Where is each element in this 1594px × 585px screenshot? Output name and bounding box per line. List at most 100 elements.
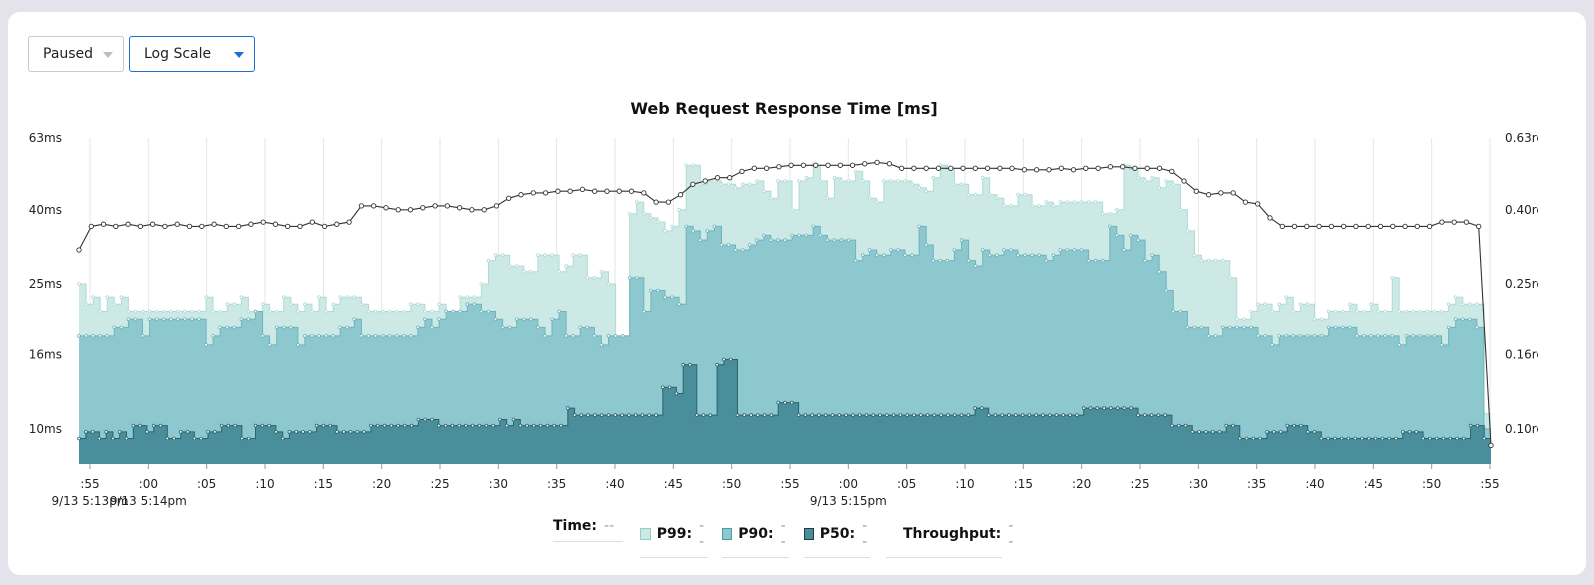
p99-point: [401, 309, 406, 314]
p99-point: [881, 179, 886, 183]
p50-point: [1102, 406, 1106, 410]
p90-point: [917, 224, 921, 229]
p99-point: [536, 253, 540, 258]
p90-point: [1340, 325, 1345, 330]
throughput-point: [174, 221, 180, 227]
p50-point: [769, 413, 774, 417]
p50-point: [1367, 436, 1371, 441]
p99-point: [606, 282, 611, 286]
p99-point: [889, 179, 893, 183]
throughput-point: [641, 190, 647, 196]
status-select[interactable]: Paused: [28, 36, 124, 72]
p50-point: [131, 423, 136, 428]
p50-point: [1468, 423, 1473, 428]
p50-point: [918, 413, 923, 417]
p50-point: [1122, 406, 1127, 410]
p50-point: [389, 423, 394, 428]
scale-select[interactable]: Log Scale: [129, 36, 255, 72]
p90-point: [1065, 248, 1070, 252]
p50-point: [1305, 430, 1310, 434]
p99-point: [1242, 317, 1246, 322]
p99-point: [331, 302, 336, 307]
p50-point: [274, 430, 278, 434]
x-tick-label: :55: [80, 477, 99, 491]
p99-point: [987, 192, 992, 197]
p50-point: [260, 423, 265, 428]
p90-point: [634, 275, 639, 280]
p99-point: [1192, 253, 1197, 258]
x-sub-label: 9/13 5:14pm: [110, 494, 187, 508]
throughput-point: [813, 162, 819, 168]
p90-point: [761, 233, 766, 238]
p90-point: [1446, 325, 1451, 330]
throughput-point: [849, 162, 856, 168]
p99-point: [1157, 185, 1161, 190]
p50-point: [993, 413, 998, 417]
p50-point: [525, 423, 529, 428]
p50-point: [606, 413, 611, 417]
p99-point: [317, 295, 321, 300]
p90-point: [1072, 248, 1077, 252]
p90-point: [126, 317, 131, 322]
p99-point: [225, 302, 230, 307]
p99-point: [761, 189, 766, 194]
p90-point: [154, 317, 159, 322]
p99-point: [232, 302, 237, 307]
p50-point: [307, 430, 312, 434]
p99-point: [373, 309, 378, 314]
p90-point: [867, 248, 872, 252]
p90-point: [1164, 288, 1168, 293]
p99-point: [274, 309, 279, 314]
p99-point: [825, 196, 830, 201]
p50-point: [1088, 406, 1093, 410]
p90-point: [1312, 334, 1317, 338]
p90-point: [1362, 334, 1366, 338]
p99-point: [557, 269, 561, 274]
p99-point: [994, 196, 999, 201]
p50-point: [430, 417, 434, 422]
p90-point: [1439, 343, 1444, 347]
p90-point: [1192, 325, 1197, 330]
p50-point: [1210, 430, 1215, 434]
p50-point: [674, 391, 679, 396]
p99-point: [804, 175, 808, 180]
x-tick-label: :45: [1364, 477, 1383, 491]
p90-point: [1326, 325, 1331, 330]
p50-point: [844, 413, 848, 417]
throughput-point: [984, 165, 991, 171]
p99-point: [853, 169, 858, 174]
throughput-point: [88, 223, 94, 230]
legend-underline: [886, 557, 1002, 558]
p99-point: [1199, 258, 1204, 263]
p99-point: [260, 302, 265, 307]
throughput-point: [100, 221, 107, 227]
p99-point: [500, 253, 505, 258]
throughput-point: [530, 190, 536, 196]
y-tick-label-right: 0.63re: [1505, 131, 1544, 145]
p99-point: [663, 229, 667, 233]
legend-p99-value: --: [699, 518, 705, 550]
throughput-point: [714, 175, 721, 181]
p50-point: [172, 436, 176, 441]
throughput-point: [371, 203, 377, 209]
throughput-point: [677, 192, 684, 198]
p99-point: [1016, 192, 1020, 197]
p99-point: [839, 179, 844, 183]
p99-point: [1453, 295, 1458, 300]
p50-point: [1197, 430, 1201, 434]
p99-point: [1178, 208, 1183, 212]
p99-point: [726, 182, 731, 187]
legend-p50-value: --: [862, 518, 868, 550]
throughput-point: [1316, 223, 1322, 230]
p90-point: [472, 302, 477, 307]
x-tick-label: :15: [1014, 477, 1033, 491]
throughput-point: [334, 221, 340, 227]
p90-point: [260, 334, 265, 338]
p90-point: [543, 334, 547, 338]
p50-point: [728, 357, 733, 362]
throughput-point: [248, 221, 254, 227]
p90-point: [225, 325, 230, 330]
throughput-point: [1120, 164, 1126, 170]
p90-area: [79, 226, 1491, 464]
